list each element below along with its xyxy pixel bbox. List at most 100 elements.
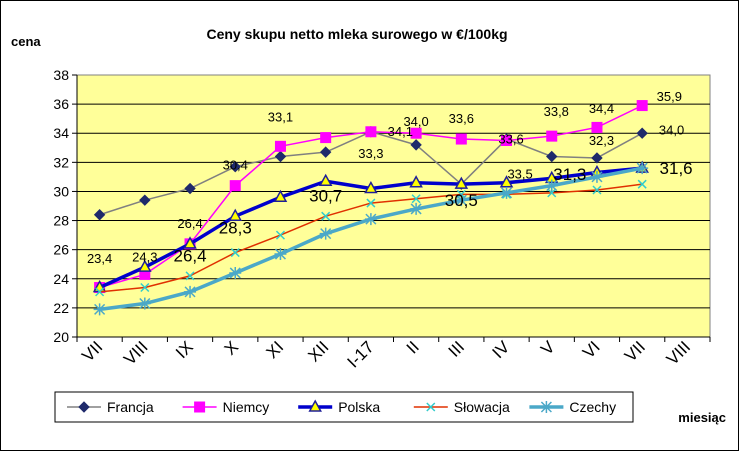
data-label-layer: 23,4 24,3 26,4 26,4 30,4 28,3 33,1 30,7 33,3 34,1…	[87, 89, 693, 266]
data-point	[184, 182, 196, 195]
data-point	[78, 401, 90, 413]
x-axis-title: miesiąc	[678, 410, 726, 425]
data-point	[274, 140, 286, 152]
data-point	[426, 402, 436, 412]
x-tick-label: IV	[489, 337, 514, 362]
data-point	[185, 271, 195, 281]
data-point	[93, 209, 106, 221]
data-point	[410, 127, 422, 139]
data-label: 23,4	[87, 251, 112, 266]
data-point	[636, 162, 649, 175]
data-label: 26,4	[173, 246, 206, 265]
legend-label: Słowacja	[454, 399, 510, 415]
x-tick-label: VII	[621, 337, 649, 365]
x-tick-label: VII	[78, 337, 106, 365]
data-label: 32,3	[589, 133, 614, 148]
x-tick-label: X	[221, 337, 242, 358]
data-label: 33,8	[544, 104, 569, 119]
y-tick-label: 24	[53, 271, 69, 287]
data-label: 28,3	[219, 219, 252, 238]
data-point	[540, 401, 553, 413]
data-point	[229, 266, 242, 279]
data-point	[275, 230, 285, 240]
data-point	[93, 303, 106, 316]
data-label: 33,5	[507, 166, 532, 181]
data-point	[409, 175, 423, 188]
legend-item-francja: Francja	[67, 399, 154, 415]
x-tick-label: VIII	[120, 337, 151, 368]
data-point	[499, 175, 514, 188]
y-tick-label: 34	[53, 125, 69, 141]
data-label: 30,7	[309, 187, 342, 206]
legend-item-czechy: Czechy	[529, 399, 616, 415]
data-point	[546, 130, 558, 142]
data-label: 31,6	[660, 159, 693, 178]
legend-label: Niemcy	[223, 399, 270, 415]
data-point	[546, 150, 558, 163]
data-point	[274, 248, 287, 261]
legend-item-słowacja: Słowacja	[413, 399, 510, 415]
x-tick-label: IX	[172, 337, 197, 362]
data-point	[454, 176, 469, 189]
x-tick-label: II	[403, 337, 423, 357]
data-point	[636, 100, 648, 112]
data-label: 24,3	[132, 249, 157, 264]
y-tick-label: 26	[53, 242, 69, 258]
data-point	[636, 127, 648, 139]
data-point	[308, 399, 322, 412]
data-point	[591, 152, 603, 164]
data-label: 33,6	[449, 111, 474, 126]
series-polska	[92, 160, 649, 293]
x-tick-label: III	[445, 337, 468, 360]
data-label: 33,1	[268, 110, 293, 125]
legend-item-niemcy: Niemcy	[182, 399, 270, 415]
data-point	[455, 133, 467, 145]
data-point	[228, 208, 243, 221]
data-label: 26,4	[177, 216, 202, 231]
data-point	[183, 236, 197, 249]
legend-item-polska: Polska	[298, 399, 380, 415]
data-point	[194, 401, 206, 413]
data-point	[140, 282, 150, 293]
data-label: 34,0	[403, 114, 428, 129]
x-tick-label: VIII	[663, 337, 694, 368]
y-tick-label: 32	[53, 154, 69, 170]
data-point	[138, 259, 152, 272]
series-słowacja	[95, 179, 647, 297]
y-tick-label: 38	[53, 67, 69, 83]
data-point	[501, 135, 513, 146]
data-point	[364, 213, 377, 226]
x-tick-label: I-17	[344, 337, 378, 371]
series-czechy	[93, 162, 649, 316]
data-point	[230, 248, 240, 258]
data-point	[547, 188, 557, 198]
y-tick-label: 28	[53, 213, 69, 229]
data-point	[319, 146, 332, 158]
y-axis-title: cena	[11, 34, 41, 49]
legend-label: Czechy	[569, 399, 616, 415]
data-point	[411, 194, 421, 204]
data-point	[274, 150, 287, 163]
x-tick-label: V	[537, 337, 559, 359]
data-label: 30,5	[445, 191, 478, 210]
legend-label: Francja	[107, 399, 154, 415]
data-point	[229, 180, 241, 192]
data-label: 34,4	[589, 101, 614, 116]
legend-label: Polska	[338, 399, 380, 415]
x-tick-label: XII	[304, 337, 332, 365]
series-layer	[92, 100, 649, 316]
y-tick-label: 22	[53, 300, 69, 316]
data-point	[319, 227, 332, 240]
data-point	[321, 211, 331, 221]
x-tick-label: XI	[262, 337, 287, 362]
data-label: 35,9	[657, 89, 682, 104]
data-label: 34,1	[388, 124, 413, 139]
data-label: 33,6	[498, 131, 523, 146]
data-label: 33,3	[358, 146, 383, 161]
chart-title: Ceny skupu netto mleka surowego w €/100k…	[206, 26, 507, 42]
data-point	[229, 160, 241, 173]
data-point	[365, 126, 377, 138]
y-tick-label: 30	[53, 183, 69, 199]
